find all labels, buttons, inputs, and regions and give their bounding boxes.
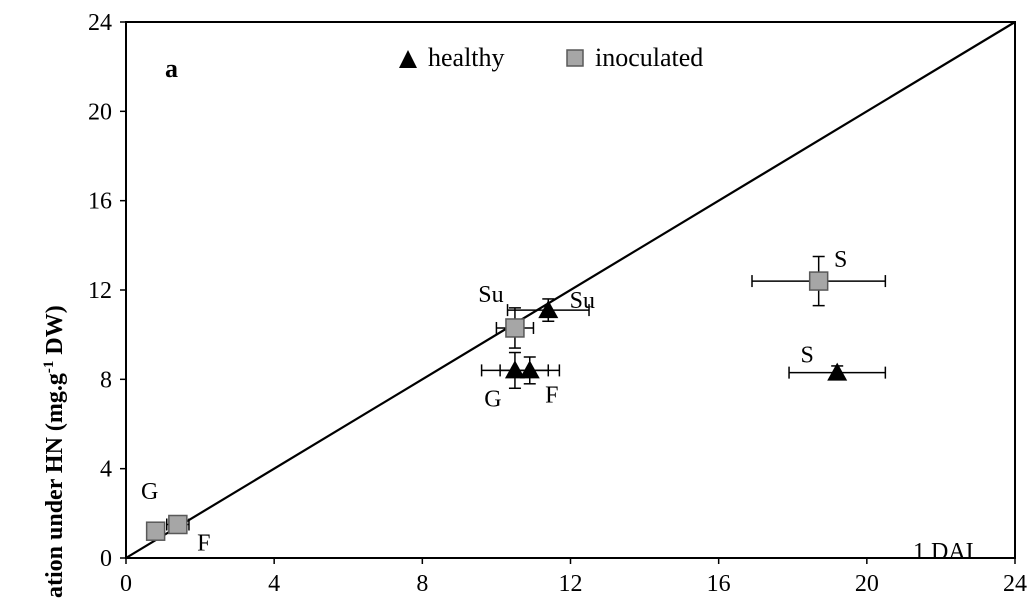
legend-inoculated-marker — [566, 49, 584, 67]
healthy-point-Su — [538, 300, 559, 319]
y-axis-label-sup: -1 — [41, 361, 57, 374]
healthy-label-S: S — [801, 343, 814, 369]
y-tick-label: 8 — [100, 367, 112, 393]
legend-inoculated-label: inoculated — [595, 43, 703, 72]
panel-label: a — [165, 54, 178, 83]
x-tick-label: 24 — [1003, 571, 1027, 597]
legend: healthy inoculated — [399, 43, 703, 72]
y-axis-label-main: ation under HN (mg.g — [42, 373, 68, 598]
inoculated-label-F: F — [197, 531, 210, 557]
inoculated-point-F — [168, 514, 188, 535]
y-tick-label: 20 — [88, 99, 112, 125]
y-axis-label-tail: DW) — [42, 305, 68, 360]
x-tick-label: 16 — [707, 571, 731, 597]
inoculated-label-S: S — [834, 247, 847, 273]
healthy-label-Su: Su — [570, 288, 595, 314]
legend-healthy-marker — [399, 50, 417, 68]
time-annotation: 1 DAI — [913, 539, 974, 565]
legend-healthy-label: healthy — [428, 43, 505, 72]
y-tick-label: 16 — [88, 189, 112, 215]
inoculated-point-Su — [505, 318, 525, 338]
inoculated-label-G: G — [141, 479, 158, 505]
inoculated-point-G — [145, 521, 166, 541]
healthy-point-G — [504, 360, 525, 379]
y-tick-label: 0 — [100, 546, 112, 572]
inoculated-label-Su: Su — [478, 282, 503, 308]
x-tick-label: 4 — [268, 571, 280, 597]
healthy-point-F — [519, 360, 540, 379]
x-tick-label: 8 — [416, 571, 428, 597]
x-tick-label: 20 — [855, 571, 879, 597]
y-axis-label: ation under HN (mg.g-1 DW) — [41, 305, 68, 598]
x-tick-label: 12 — [559, 571, 583, 597]
y-tick-label: 12 — [88, 278, 112, 304]
inoculated-point-S — [808, 271, 829, 291]
one-to-one-line — [125, 21, 1016, 559]
healthy-label-F: F — [545, 382, 558, 408]
healthy-point-S — [827, 362, 848, 381]
healthy-label-G: G — [484, 386, 501, 412]
y-tick-label: 24 — [88, 10, 112, 36]
y-tick-label: 4 — [100, 457, 112, 483]
x-tick-label: 0 — [120, 571, 132, 597]
